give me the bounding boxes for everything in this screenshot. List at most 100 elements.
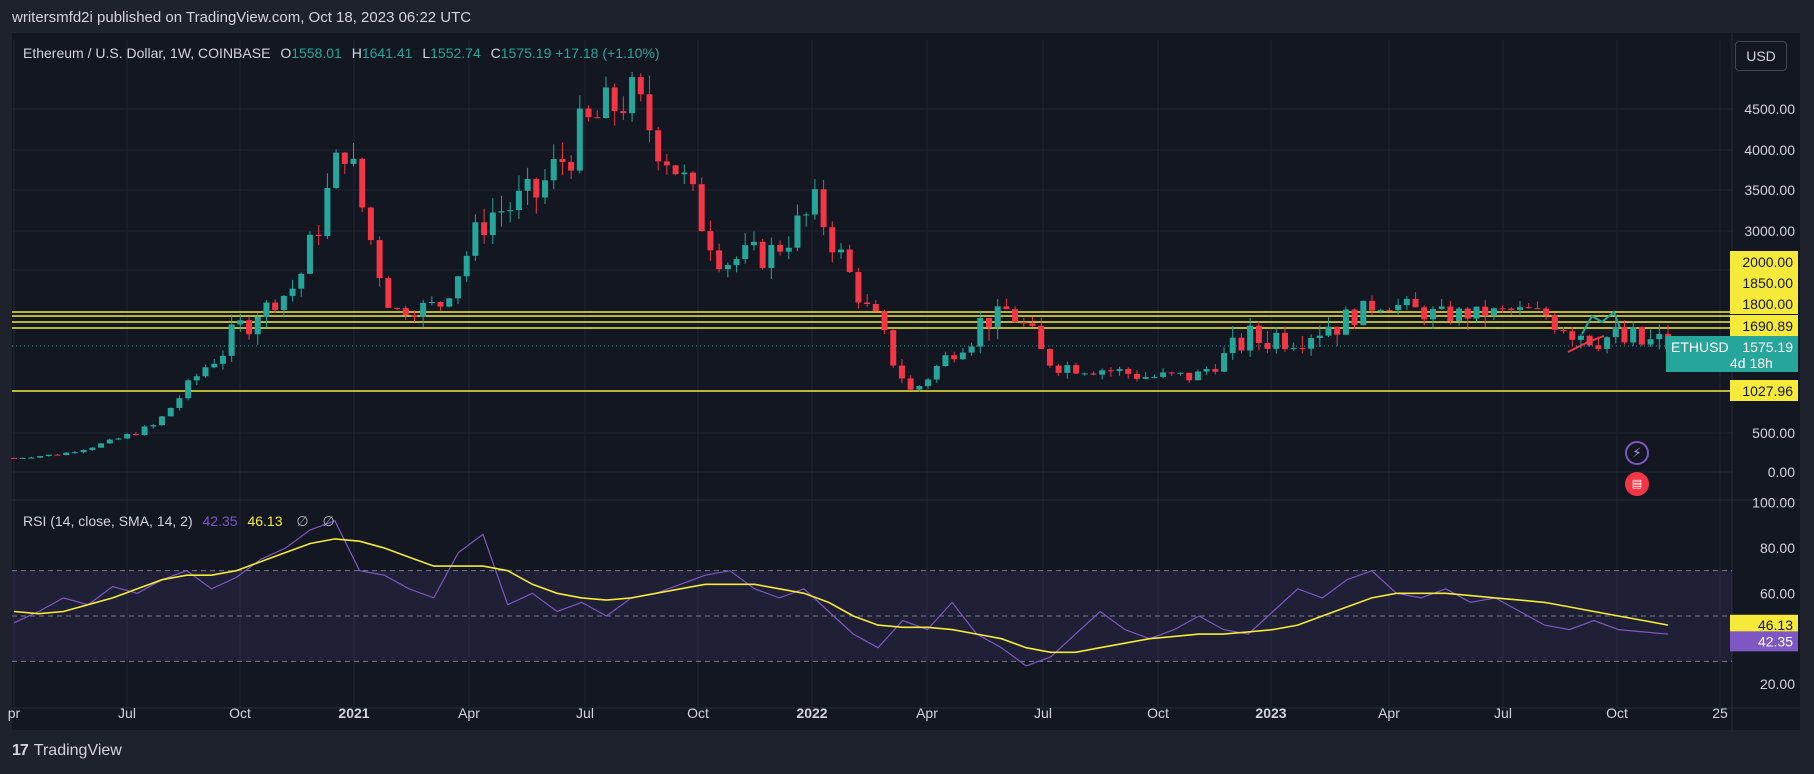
candle-body bbox=[1473, 306, 1480, 319]
level-label: 2000.00 bbox=[1742, 254, 1793, 270]
candle-body bbox=[1099, 370, 1106, 375]
candle-body bbox=[1316, 335, 1323, 339]
candle-body bbox=[1247, 325, 1254, 351]
time-tick-label: Apr bbox=[458, 705, 480, 721]
candle-body bbox=[1569, 331, 1576, 340]
candle-body bbox=[71, 452, 78, 454]
candle-body bbox=[1264, 342, 1271, 349]
time-tick-label: 2023 bbox=[1255, 705, 1286, 721]
rsi-value-label: 46.13 bbox=[1758, 617, 1793, 633]
candle-body bbox=[341, 152, 348, 164]
candle-body bbox=[324, 187, 331, 236]
high-value: 1641.41 bbox=[361, 45, 413, 61]
candle-body bbox=[777, 245, 784, 252]
candle-body bbox=[933, 366, 940, 380]
rsi-tick-label: 100.00 bbox=[1752, 495, 1795, 511]
candle-body bbox=[1525, 307, 1532, 309]
candle-body bbox=[1438, 306, 1445, 309]
time-tick-label: 25 bbox=[1712, 705, 1728, 721]
candle-body bbox=[1046, 349, 1053, 366]
chart-frame[interactable] bbox=[12, 33, 1800, 730]
candle-body bbox=[724, 265, 731, 270]
candle-body bbox=[672, 165, 679, 175]
candle-body bbox=[1342, 309, 1349, 335]
candle-body bbox=[1273, 332, 1280, 349]
candle-body bbox=[1142, 377, 1149, 379]
candle-body bbox=[141, 426, 148, 436]
candle-body bbox=[367, 207, 374, 241]
candle-body bbox=[750, 241, 757, 246]
high-label: H bbox=[351, 45, 362, 61]
candle-body bbox=[1369, 300, 1376, 311]
open-label: O bbox=[280, 45, 292, 61]
candle-body bbox=[524, 178, 531, 191]
us-flag-icon[interactable]: ▤ bbox=[1625, 472, 1649, 496]
candle-body bbox=[1647, 339, 1654, 345]
candle-body bbox=[402, 308, 409, 316]
candle-body bbox=[1551, 315, 1558, 330]
candle-body bbox=[1377, 309, 1384, 311]
candle-body bbox=[855, 272, 862, 303]
candle-body bbox=[420, 302, 427, 317]
candle-body bbox=[1012, 309, 1019, 323]
price-axis[interactable]: 4500.00 4000.00 3500.00 3000.00 500.00 0.00 20… bbox=[1666, 101, 1798, 480]
low-label: L bbox=[422, 45, 431, 61]
candle-body bbox=[550, 159, 557, 181]
close-label: C bbox=[490, 45, 501, 61]
candle-body bbox=[811, 189, 818, 215]
time-tick-label: Jul bbox=[1494, 705, 1512, 721]
candle-body bbox=[1133, 373, 1140, 379]
low-value: 1552.74 bbox=[430, 45, 481, 61]
footer-brand[interactable]: 17 TradingView bbox=[12, 742, 122, 760]
candle-body bbox=[150, 425, 157, 427]
candle-body bbox=[820, 189, 827, 228]
candle-body bbox=[115, 438, 122, 440]
flash-icon[interactable]: ⚡ bbox=[1625, 441, 1649, 465]
visibility-off-icon[interactable]: ∅ bbox=[296, 513, 309, 529]
candle-body bbox=[829, 227, 836, 253]
time-tick-label: Jul bbox=[118, 705, 136, 721]
candle-body bbox=[89, 447, 96, 450]
candle-body bbox=[1508, 308, 1515, 310]
candle-body bbox=[1517, 307, 1524, 310]
candle-body bbox=[1412, 298, 1419, 308]
rsi-lines bbox=[13, 520, 1669, 667]
last-price-countdown: 4d 18h bbox=[1730, 355, 1773, 371]
candle-body bbox=[655, 130, 662, 162]
candle-body bbox=[1194, 371, 1201, 381]
rsi-legend[interactable]: RSI (14, close, SMA, 14, 2) 42.35 46.13 … bbox=[23, 513, 335, 530]
candle-body bbox=[959, 352, 966, 360]
candle-body bbox=[994, 306, 1001, 328]
symbol-legend[interactable]: Ethereum / U.S. Dollar, 1W, COINBASE O 15… bbox=[23, 45, 660, 61]
candle-body bbox=[977, 318, 984, 347]
candle-body bbox=[1447, 306, 1454, 322]
candle-body bbox=[1543, 308, 1550, 316]
candle-body bbox=[646, 94, 653, 131]
visibility-off-icon[interactable]: ∅ bbox=[322, 513, 335, 529]
candle-body bbox=[890, 330, 897, 366]
time-tick-label: Jul bbox=[576, 705, 594, 721]
time-tick-label: Jul bbox=[1034, 705, 1052, 721]
level-label: 1800.00 bbox=[1742, 296, 1793, 312]
candle-body bbox=[1299, 348, 1306, 350]
candle-body bbox=[489, 212, 496, 236]
time-axis[interactable]: pr Jul Oct 2021 Apr Jul Oct 2022 Apr Jul Oct 2023 Ap… bbox=[8, 705, 1728, 721]
candle-body bbox=[359, 158, 366, 208]
candle-body bbox=[472, 222, 479, 256]
currency-button[interactable]: USD bbox=[1735, 41, 1787, 71]
level-label-box bbox=[1730, 272, 1798, 293]
candle-body bbox=[698, 184, 705, 232]
candle-body bbox=[428, 302, 435, 304]
candle-body bbox=[1203, 369, 1210, 372]
candle-body bbox=[733, 259, 740, 266]
rsi-sma-value: 46.13 bbox=[247, 513, 283, 529]
candle-body bbox=[838, 249, 844, 253]
candle-body bbox=[237, 320, 244, 325]
candle-body bbox=[1090, 373, 1097, 375]
price-tick-label: 3000.00 bbox=[1744, 223, 1795, 239]
symbol-name: Ethereum / U.S. Dollar, 1W, COINBASE bbox=[23, 45, 271, 61]
candle-body bbox=[507, 210, 514, 212]
candle-body bbox=[1212, 369, 1219, 372]
